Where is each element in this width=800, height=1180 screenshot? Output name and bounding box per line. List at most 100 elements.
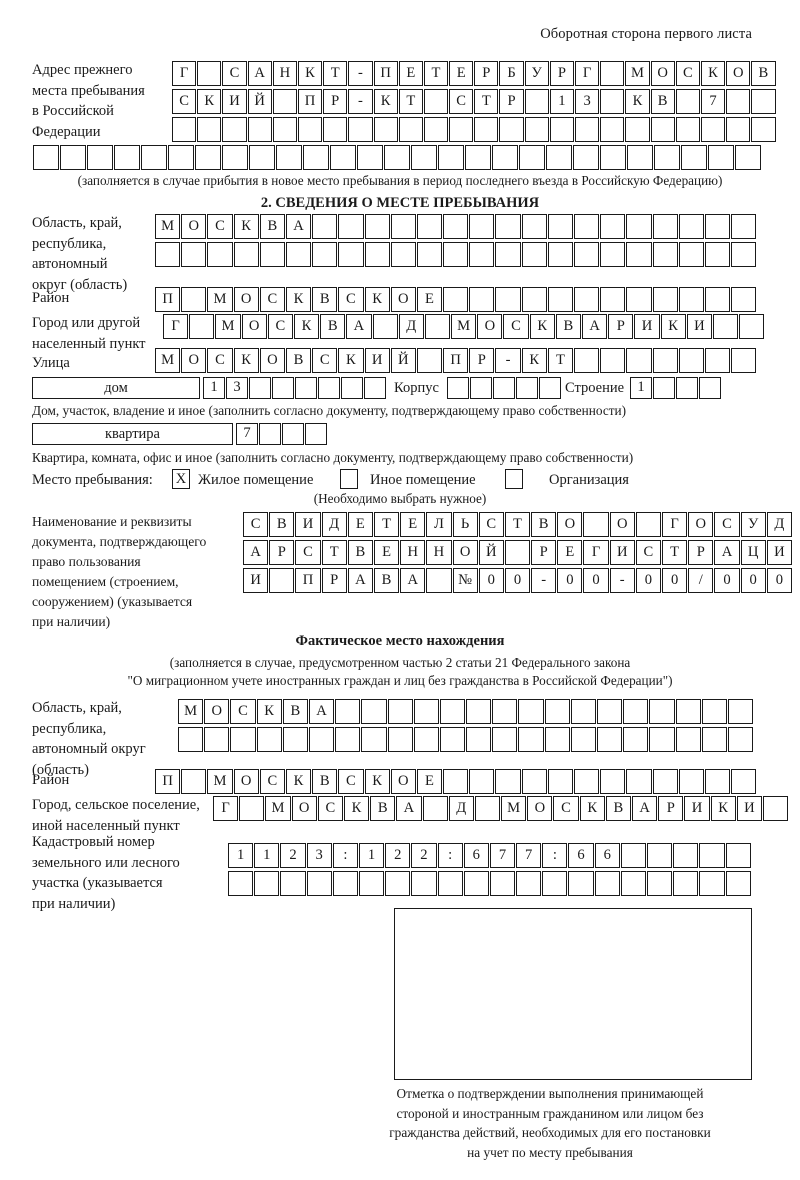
section2-city-cell-7[interactable]: В	[320, 314, 346, 339]
house-number-cell-2[interactable]: 3	[226, 377, 248, 399]
document-r1-cell-1[interactable]: С	[243, 512, 269, 537]
actual-district-cell-12[interactable]	[443, 769, 469, 794]
actual-district-cell-22[interactable]	[704, 769, 731, 794]
house-number-cell-5[interactable]	[295, 377, 317, 399]
section2-street-cell-1[interactable]: М	[155, 348, 181, 373]
stay-type-checkbox-residential[interactable]: Х	[172, 469, 190, 489]
prev-address-r2-cell-23[interactable]	[726, 89, 751, 114]
document-r2-cell-6[interactable]: Е	[373, 540, 400, 565]
cadastral-r1-cell-6[interactable]: 1	[358, 843, 385, 868]
prev-address-r1-cell-18[interactable]	[600, 61, 625, 86]
document-r2-cell-19[interactable]: А	[714, 540, 740, 565]
actual-district-cell-1[interactable]: П	[155, 769, 181, 794]
cadastral-r2-cell-1[interactable]	[228, 871, 254, 896]
document-r3-cell-2[interactable]	[269, 568, 295, 593]
actual-region-r1-cell-19[interactable]	[649, 699, 675, 724]
actual-region-r1-cell-21[interactable]	[701, 699, 727, 724]
section2-city-cell-1[interactable]: Г	[163, 314, 189, 339]
section2-region-r2-cell-3[interactable]	[207, 242, 233, 267]
document-r3-cell-16[interactable]: 0	[635, 568, 661, 593]
document-r1-cell-10[interactable]: С	[478, 512, 504, 537]
actual-city-cell-10[interactable]: Д	[448, 796, 474, 821]
document-r1-cell-12[interactable]: В	[531, 512, 557, 537]
prev-address-r2-cell-13[interactable]: Т	[474, 89, 499, 114]
document-r3-cell-12[interactable]: -	[531, 568, 557, 593]
section2-region-r1-cell-8[interactable]	[338, 214, 364, 239]
document-r3-cell-19[interactable]: 0	[714, 568, 740, 593]
document-r1-cell-3[interactable]: И	[295, 512, 321, 537]
section2-street-cell-9[interactable]: И	[364, 348, 390, 373]
cadastral-r1-cell-3[interactable]: 2	[280, 843, 306, 868]
prev-address-r3-cell-19[interactable]	[625, 117, 650, 142]
document-r3-cell-7[interactable]: А	[400, 568, 426, 593]
actual-region-r1-cell-13[interactable]	[492, 699, 518, 724]
document-r1-cell-7[interactable]: Е	[400, 512, 426, 537]
section2-region-r1-cell-19[interactable]	[626, 214, 652, 239]
section2-street-cell-8[interactable]: К	[338, 348, 364, 373]
korpus-cell-4[interactable]	[516, 377, 538, 399]
prev-address-r4-cell-3[interactable]	[87, 145, 113, 170]
cadastral-r2-cell-10[interactable]	[463, 871, 489, 896]
actual-region-r1-cell-16[interactable]	[570, 699, 596, 724]
prev-address-r2-cell-11[interactable]	[423, 89, 449, 114]
cadastral-r1-cell-8[interactable]: 2	[411, 843, 437, 868]
section2-street-cell-17[interactable]	[574, 348, 600, 373]
cadastral-r2-cell-3[interactable]	[280, 871, 306, 896]
actual-region-r2-cell-13[interactable]	[492, 727, 518, 752]
section2-district-cell-9[interactable]: К	[364, 287, 390, 312]
prev-address-r2-cell-21[interactable]	[675, 89, 700, 114]
actual-region-r2-cell-3[interactable]	[230, 727, 256, 752]
document-r3-cell-21[interactable]: 0	[766, 568, 792, 593]
actual-region-r1-cell-15[interactable]	[544, 699, 570, 724]
section2-street-cell-5[interactable]: О	[259, 348, 285, 373]
actual-region-r1-cell-18[interactable]	[623, 699, 649, 724]
section2-street-cell-13[interactable]: Р	[469, 348, 495, 373]
actual-region-row-2[interactable]	[178, 727, 754, 752]
document-r2-cell-8[interactable]: Н	[426, 540, 452, 565]
cadastral-r1-cell-20[interactable]	[725, 843, 751, 868]
document-r2-cell-15[interactable]: И	[609, 540, 635, 565]
prev-address-r1-cell-6[interactable]: К	[297, 61, 323, 86]
actual-city-cell-15[interactable]: К	[579, 796, 605, 821]
document-r1-cell-8[interactable]: Л	[426, 512, 452, 537]
cadastral-r1-cell-11[interactable]: 7	[489, 843, 516, 868]
house-number-cell-6[interactable]	[318, 377, 340, 399]
section2-street-cell-4[interactable]: К	[233, 348, 259, 373]
prev-address-r4-cell-23[interactable]	[627, 145, 653, 170]
document-r1-cell-4[interactable]: Д	[321, 512, 347, 537]
document-r2-cell-13[interactable]: Е	[557, 540, 583, 565]
actual-region-r1-cell-14[interactable]	[518, 699, 544, 724]
actual-region-r2-cell-19[interactable]	[649, 727, 675, 752]
section2-region-r1-cell-3[interactable]: С	[207, 214, 233, 239]
prev-address-r3-cell-10[interactable]	[398, 117, 423, 142]
section2-street-cell-6[interactable]: В	[285, 348, 312, 373]
section2-region-r1-cell-14[interactable]	[495, 214, 521, 239]
prev-address-r1-cell-4[interactable]: А	[247, 61, 272, 86]
prev-address-r1-cell-14[interactable]: Б	[499, 61, 524, 86]
section2-street-cell-7[interactable]: С	[312, 348, 338, 373]
actual-city-cell-13[interactable]: О	[527, 796, 553, 821]
prev-address-r1-cell-11[interactable]: Т	[423, 61, 449, 86]
section2-district-cell-23[interactable]	[731, 287, 757, 312]
document-r1-cell-18[interactable]: О	[688, 512, 714, 537]
section2-district-cell-16[interactable]	[547, 287, 573, 312]
prev-address-r3-cell-17[interactable]	[575, 117, 600, 142]
actual-district-cell-16[interactable]	[547, 769, 573, 794]
cadastral-r1-cell-1[interactable]: 1	[228, 843, 254, 868]
section2-region-r2-cell-16[interactable]	[547, 242, 573, 267]
house-number-cell-8[interactable]	[364, 377, 386, 399]
section2-street-cell-19[interactable]	[626, 348, 652, 373]
section2-city-cell-3[interactable]: М	[215, 314, 241, 339]
stroenie-cells[interactable]: 1	[630, 377, 721, 399]
prev-address-r4-cell-17[interactable]	[465, 145, 491, 170]
document-r1-cell-16[interactable]	[635, 512, 661, 537]
section2-region-r1-cell-11[interactable]	[416, 214, 443, 239]
prev-address-r1-cell-9[interactable]: П	[373, 61, 398, 86]
cadastral-r2-cell-8[interactable]	[411, 871, 437, 896]
document-r1-cell-17[interactable]: Г	[662, 512, 688, 537]
prev-address-r3-cell-13[interactable]	[474, 117, 499, 142]
prev-address-r4-cell-26[interactable]	[708, 145, 734, 170]
cadastral-r1-cell-2[interactable]: 1	[254, 843, 280, 868]
